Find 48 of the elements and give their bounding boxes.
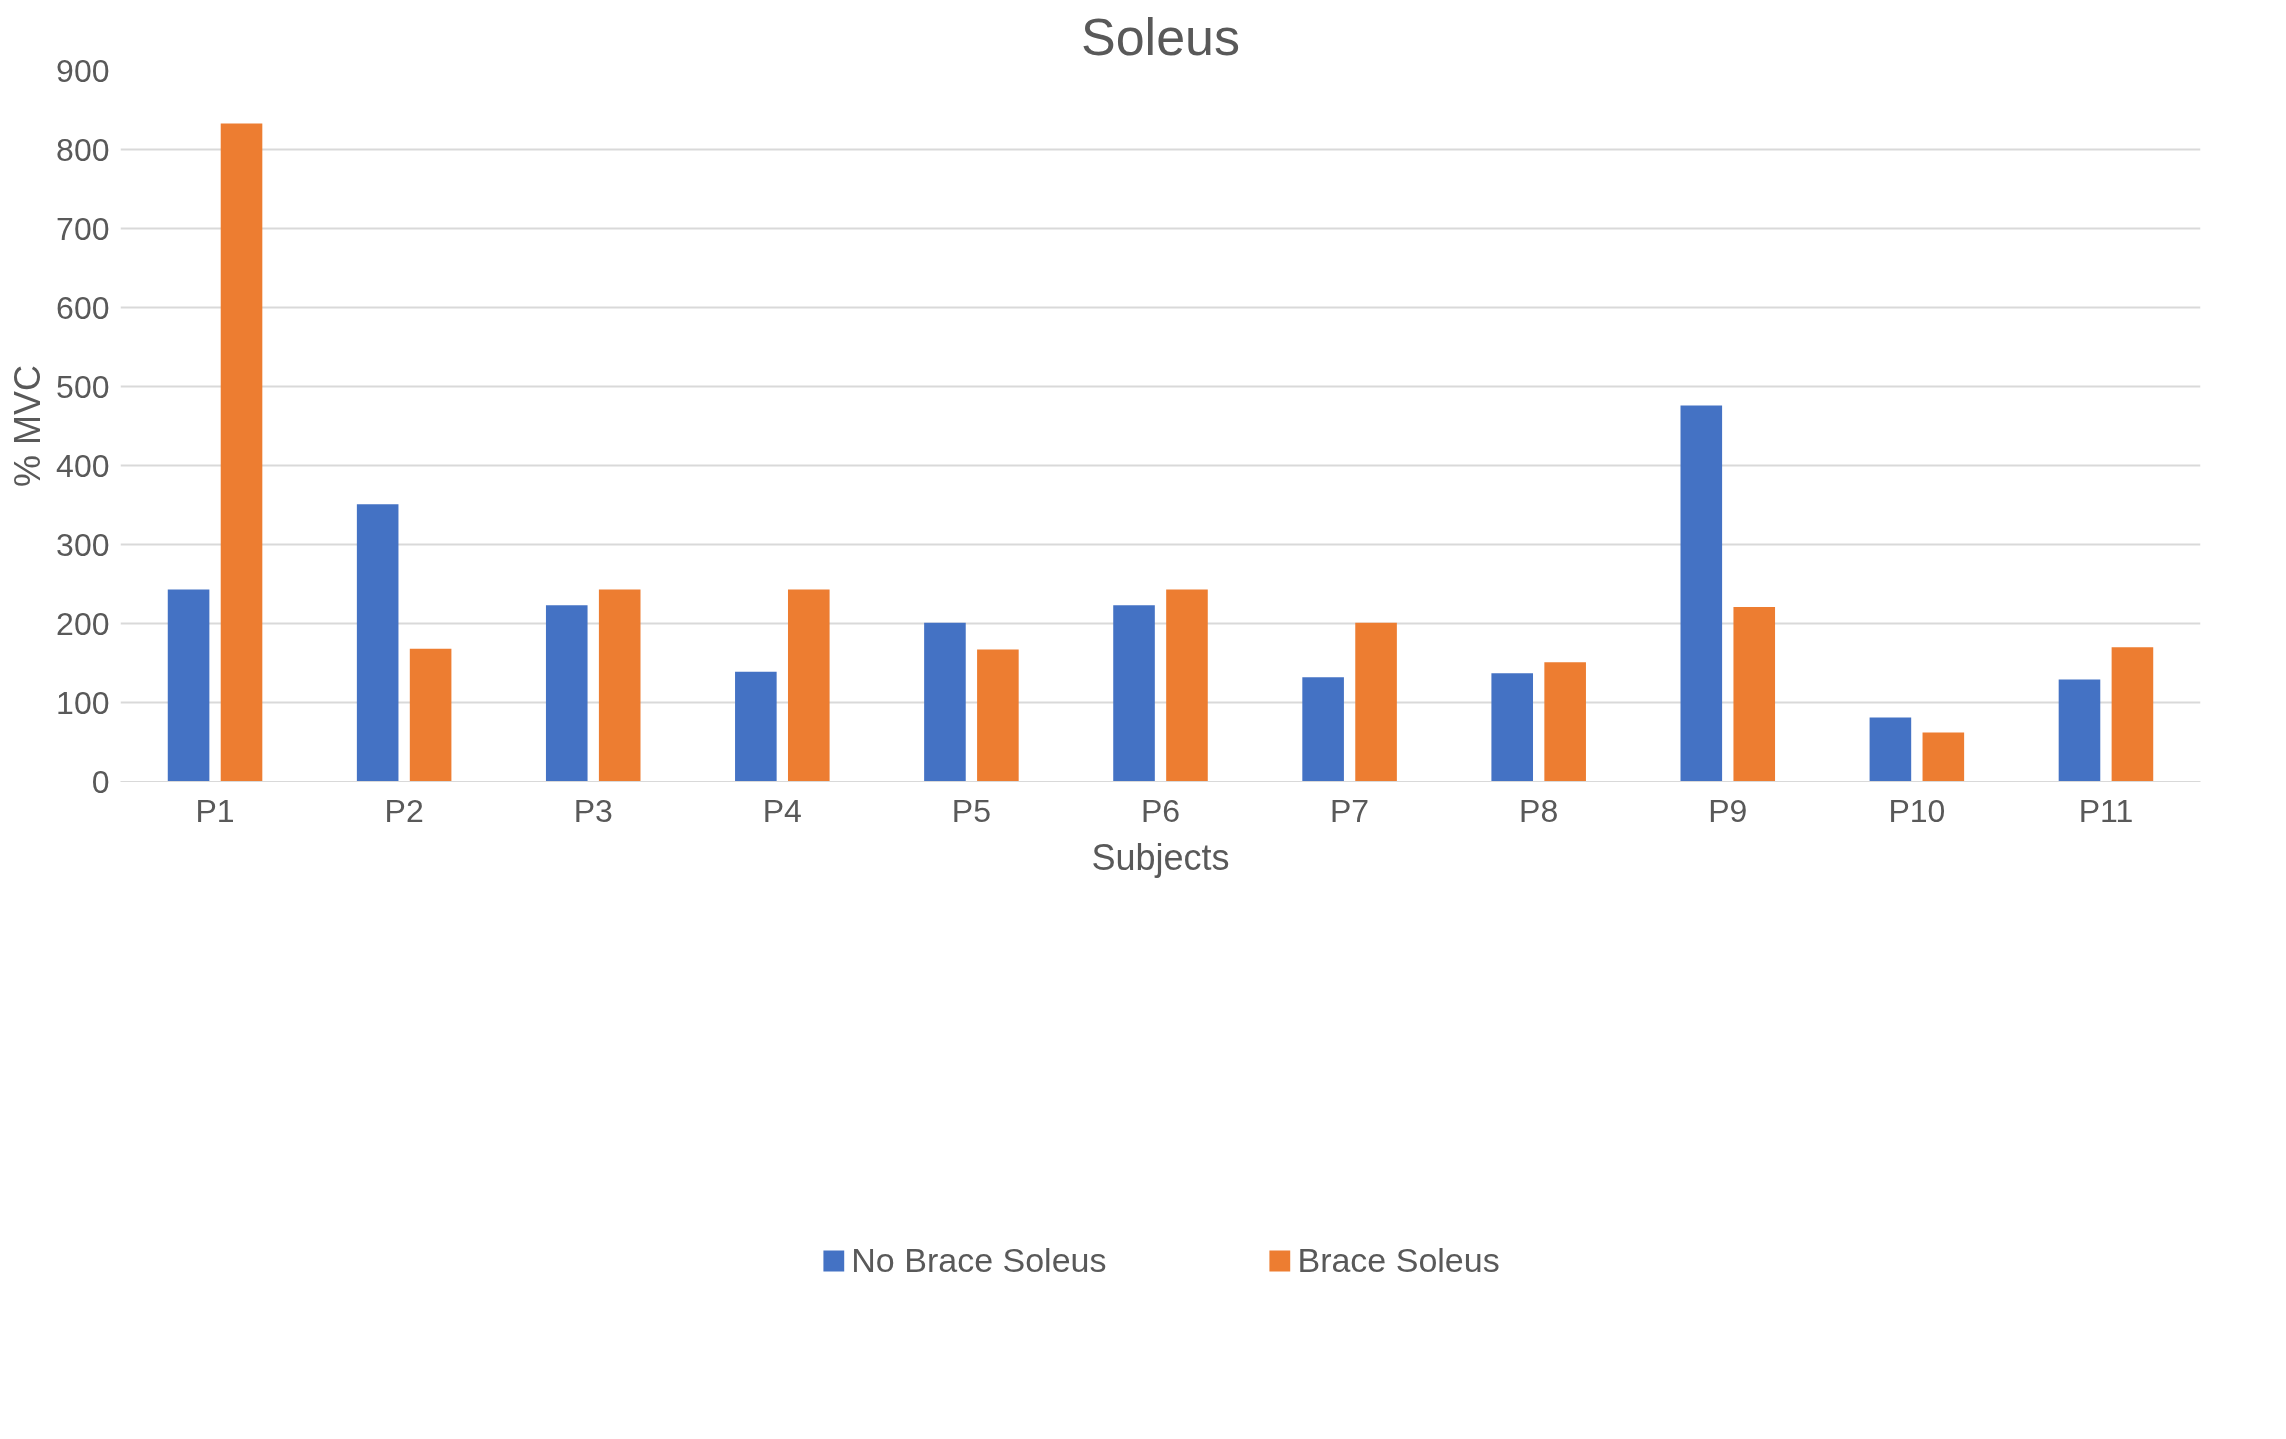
x-tick-label: P2	[384, 792, 424, 829]
bar	[1869, 717, 1912, 782]
y-axis-title: % MVC	[7, 364, 49, 487]
x-tick-label: P1	[195, 792, 235, 829]
x-tick-label: P7	[1330, 792, 1370, 829]
bar	[787, 589, 830, 782]
chart-title: Soleus	[1081, 7, 1240, 66]
y-tick-label: 0	[91, 763, 110, 800]
bar	[545, 605, 588, 782]
bar	[1544, 662, 1586, 782]
y-tick-label: 600	[56, 289, 110, 326]
bar	[1113, 605, 1155, 782]
bar	[1680, 405, 1723, 782]
legend-label: No Brace Soleus	[851, 1240, 1107, 1280]
x-tick-label: P11	[2078, 792, 2134, 829]
bar	[2058, 679, 2101, 782]
y-tick-label: 200	[56, 605, 110, 642]
y-tick-label: 100	[56, 684, 110, 721]
x-tick-label: P4	[762, 792, 802, 829]
x-tick-label: P9	[1708, 792, 1748, 829]
bar	[1166, 589, 1208, 782]
bar	[977, 649, 1019, 782]
bar	[1355, 622, 1397, 782]
x-tick-label: P6	[1140, 792, 1181, 829]
bar	[1302, 677, 1344, 782]
bar	[1733, 606, 1776, 782]
y-tick-label: 900	[56, 52, 110, 89]
x-axis-title: Subjects	[1091, 836, 1230, 878]
x-tick-label: P3	[573, 792, 613, 829]
y-tick-label: 700	[56, 210, 110, 247]
x-tick-label: P5	[951, 792, 991, 829]
bar	[2111, 647, 2154, 782]
bar	[1922, 732, 1965, 782]
bar	[220, 123, 263, 782]
x-tick-label: P10	[1888, 792, 1946, 829]
y-tick-label: 500	[56, 368, 110, 405]
y-tick-label: 800	[56, 131, 110, 168]
y-tick-label: 400	[56, 447, 110, 484]
bar	[167, 589, 210, 782]
bar	[409, 648, 452, 782]
legend-label: Brace Soleus	[1297, 1240, 1500, 1280]
x-tick-label: P8	[1519, 792, 1559, 829]
y-tick-label: 300	[56, 526, 110, 563]
bar	[598, 589, 641, 782]
bar	[356, 504, 399, 782]
bar	[735, 671, 777, 782]
bar	[924, 622, 966, 782]
bar	[1491, 673, 1534, 782]
